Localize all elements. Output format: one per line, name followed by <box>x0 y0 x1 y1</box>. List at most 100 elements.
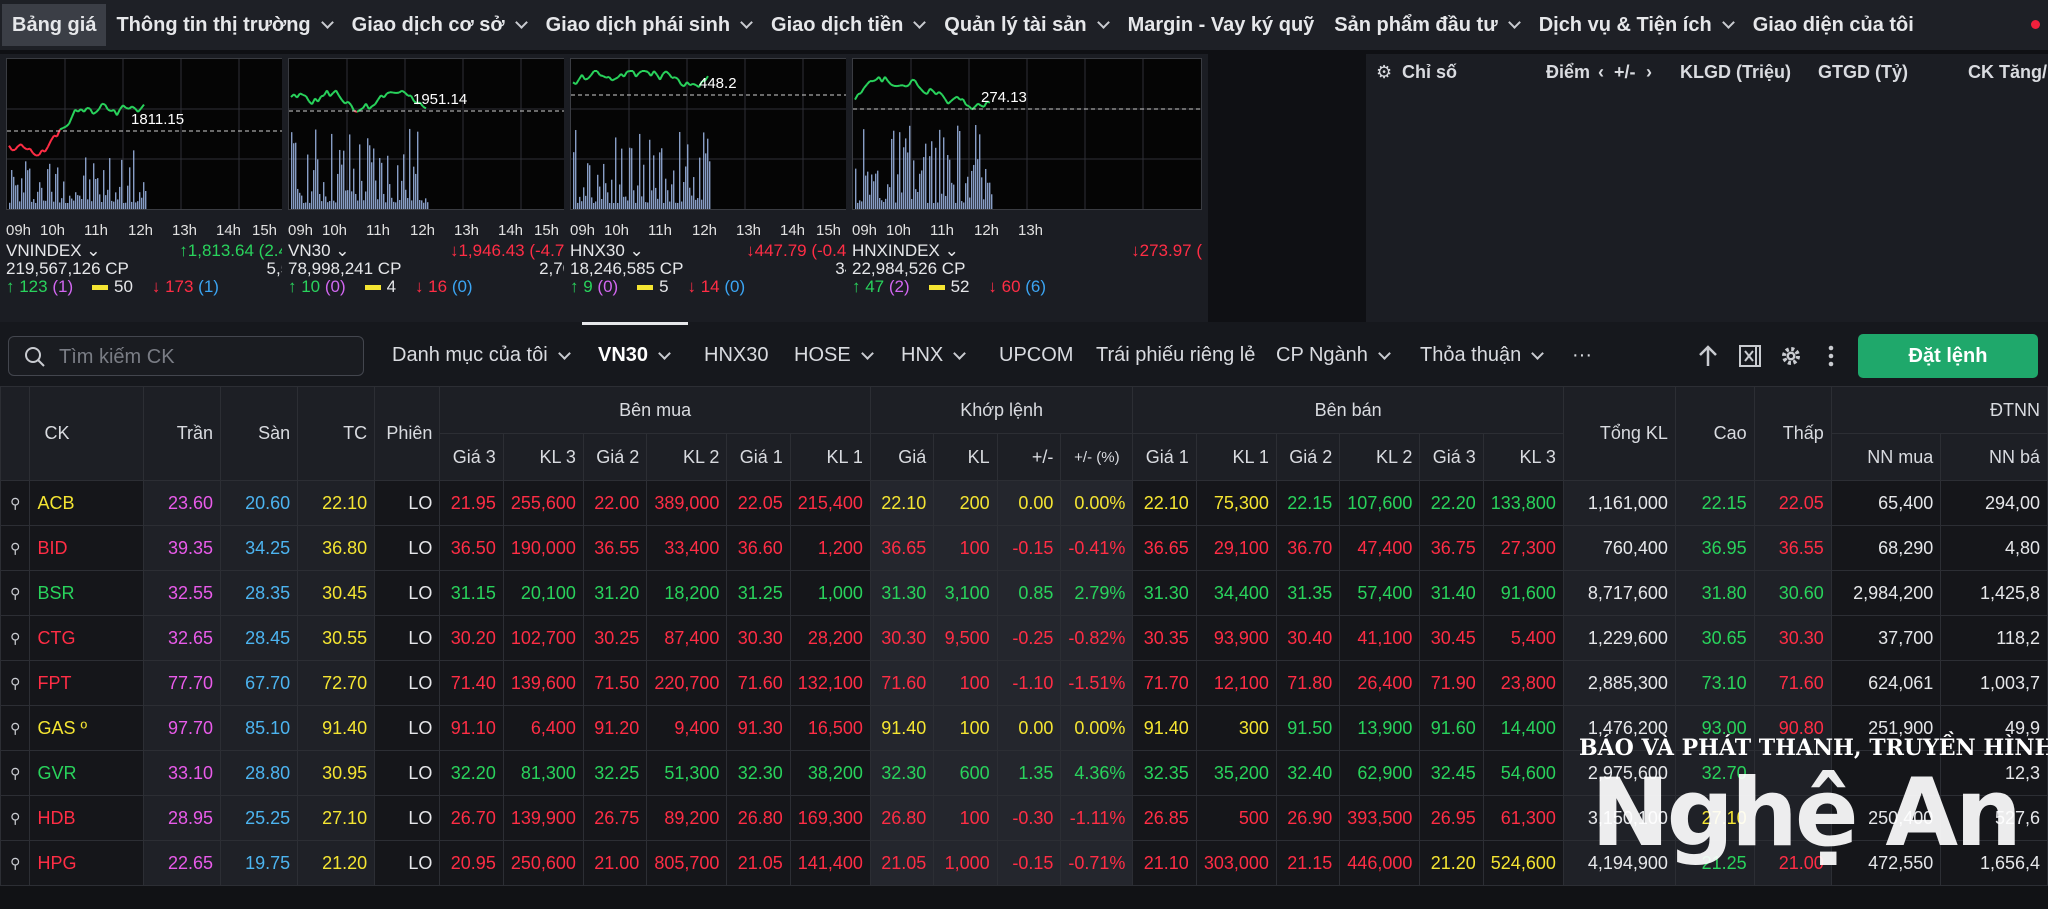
ask-price-3[interactable]: 31.40 <box>1419 570 1484 616</box>
pin-icon[interactable]: ⚲ <box>0 480 31 526</box>
col-tong-kl[interactable]: Tổng KL <box>1562 386 1676 481</box>
tab-thoa-thuan[interactable]: Thỏa thuận <box>1420 344 1545 367</box>
sub-col-header[interactable]: Giá 1 <box>1132 433 1197 481</box>
ask-price-3[interactable]: 26.95 <box>1419 795 1484 841</box>
sub-col-header[interactable]: KL 2 <box>646 433 728 481</box>
bid-price-3[interactable]: 91.10 <box>439 705 504 751</box>
pin-icon[interactable]: ⚲ <box>0 750 31 796</box>
symbol-cell[interactable]: CTG <box>29 615 145 661</box>
sub-col-header[interactable]: Giá 1 <box>726 433 791 481</box>
index-name[interactable]: HNX30 ⌄ <box>570 241 644 260</box>
tab-more[interactable]: ··· <box>1572 344 1592 367</box>
index-name[interactable]: VN30 ⌄ <box>288 241 350 260</box>
tab-hnx30[interactable]: HNX30 <box>704 344 768 367</box>
ask-price-3[interactable]: 22.20 <box>1419 480 1484 526</box>
sub-col-header[interactable]: NN mua <box>1830 433 1942 481</box>
ask-price-2[interactable]: 30.40 <box>1275 615 1341 661</box>
chevron-right-icon[interactable]: › <box>1646 62 1652 82</box>
symbol-cell[interactable]: BID <box>29 525 145 571</box>
nav-item-bang-gia[interactable]: Bảng giá <box>2 4 107 46</box>
ask-price-1[interactable]: 32.35 <box>1132 750 1197 796</box>
col-cao[interactable]: Cao <box>1674 386 1755 481</box>
bid-price-1[interactable]: 91.30 <box>726 705 791 751</box>
gear-icon[interactable] <box>1779 344 1803 368</box>
bid-price-1[interactable]: 30.30 <box>726 615 791 661</box>
pin-icon[interactable]: ⚲ <box>0 570 31 616</box>
ask-price-3[interactable]: 30.45 <box>1419 615 1484 661</box>
col-ck[interactable]: CK <box>29 386 145 481</box>
ask-price-3[interactable]: 21.20 <box>1419 840 1484 886</box>
tab-upcom[interactable]: UPCOM <box>999 344 1073 367</box>
ask-price-2[interactable]: 26.90 <box>1275 795 1341 841</box>
table-row[interactable]: ⚲ GAS º 97.70 85.10 91.40 LO 91.10 6,400 91.20 9,… <box>0 705 2048 751</box>
symbol-cell[interactable]: ACB <box>29 480 145 526</box>
bid-price-3[interactable]: 36.50 <box>439 525 504 571</box>
col-tran[interactable]: Trần <box>143 386 222 481</box>
symbol-cell[interactable]: GAS º <box>29 705 145 751</box>
tab-hose[interactable]: HOSE <box>794 344 874 367</box>
table-row[interactable]: ⚲ BID 39.35 34.25 36.80 LO 36.50 190,000 36.55 33… <box>0 525 2048 571</box>
symbol-cell[interactable]: GVR <box>29 750 145 796</box>
ask-price-1[interactable]: 21.10 <box>1132 840 1197 886</box>
bid-price-3[interactable]: 31.15 <box>439 570 504 616</box>
search-input[interactable]: Tìm kiếm CK <box>8 336 364 376</box>
bid-price-3[interactable]: 30.20 <box>439 615 504 661</box>
ask-price-1[interactable]: 30.35 <box>1132 615 1197 661</box>
nav-item-giao-dien-cua-toi[interactable]: Giao diện của tôi <box>1743 4 1924 46</box>
ask-price-1[interactable]: 26.85 <box>1132 795 1197 841</box>
ask-price-2[interactable]: 22.15 <box>1275 480 1341 526</box>
nav-item-dich-vu-tien-ich[interactable]: Dịch vụ & Tiện ích <box>1529 4 1743 46</box>
sub-col-header[interactable]: Giá 3 <box>439 433 504 481</box>
sub-col-header[interactable]: KL <box>933 433 998 481</box>
nav-item-quan-ly-tai-san[interactable]: Quản lý tài sản <box>934 4 1117 46</box>
sub-col-header[interactable]: KL 3 <box>502 433 584 481</box>
bid-price-1[interactable]: 31.25 <box>726 570 791 616</box>
pin-icon[interactable]: ⚲ <box>0 795 31 841</box>
pin-icon[interactable]: ⚲ <box>0 705 31 751</box>
bid-price-1[interactable]: 26.80 <box>726 795 791 841</box>
bid-price-3[interactable]: 32.20 <box>439 750 504 796</box>
pin-icon[interactable]: ⚲ <box>0 660 31 706</box>
bid-price-2[interactable]: 21.00 <box>582 840 648 886</box>
sub-col-header[interactable]: NN bá <box>1940 433 2048 481</box>
table-row[interactable]: ⚲ HDB 28.95 25.25 27.10 LO 26.70 139,900 26.75 89… <box>0 795 2048 841</box>
symbol-cell[interactable]: FPT <box>29 660 145 706</box>
bid-price-1[interactable]: 71.60 <box>726 660 791 706</box>
ask-price-1[interactable]: 31.30 <box>1132 570 1197 616</box>
pin-icon[interactable]: ⚲ <box>0 525 31 571</box>
col-phien[interactable]: Phiên <box>374 386 441 481</box>
ask-price-1[interactable]: 71.70 <box>1132 660 1197 706</box>
more-vertical-icon[interactable] <box>1826 344 1836 368</box>
table-row[interactable]: ⚲ FPT 77.70 67.70 72.70 LO 71.40 139,600 71.50 22… <box>0 660 2048 706</box>
index-panel-hnxindex[interactable]: 274.13 09h 10h 11h 12h 13h HNXINDEX ⌄ ↓273.97 (… <box>846 54 1208 322</box>
nav-item-san-pham-dau-tu[interactable]: Sản phẩm đầu tư <box>1324 4 1528 46</box>
sub-col-header[interactable]: Giá 3 <box>1419 433 1484 481</box>
col-tc[interactable]: TC <box>297 386 376 481</box>
ask-price-1[interactable]: 22.10 <box>1132 480 1197 526</box>
nav-item-thong-tin-thi-truong[interactable]: Thông tin thị trường <box>106 4 341 46</box>
ask-price-2[interactable]: 32.40 <box>1275 750 1341 796</box>
bid-price-2[interactable]: 30.25 <box>582 615 648 661</box>
table-row[interactable]: ⚲ CTG 32.65 28.45 30.55 LO 30.20 102,700 30.25 87… <box>0 615 2048 661</box>
ask-price-2[interactable]: 31.35 <box>1275 570 1341 616</box>
bid-price-2[interactable]: 32.25 <box>582 750 648 796</box>
chevron-left-icon[interactable]: ‹ <box>1598 62 1604 82</box>
sub-col-header[interactable]: KL 1 <box>789 433 871 481</box>
bid-price-3[interactable]: 71.40 <box>439 660 504 706</box>
sub-col-header[interactable]: Giá 2 <box>582 433 648 481</box>
table-row[interactable]: ⚲ HPG 22.65 19.75 21.20 LO 20.95 250,600 21.00 80… <box>0 840 2048 886</box>
sub-col-header[interactable]: Giá 2 <box>1275 433 1341 481</box>
table-row[interactable]: ⚲ ACB 23.60 20.60 22.10 LO 21.95 255,600 22.00 38… <box>0 480 2048 526</box>
bid-price-3[interactable]: 20.95 <box>439 840 504 886</box>
symbol-cell[interactable]: BSR <box>29 570 145 616</box>
bid-price-2[interactable]: 26.75 <box>582 795 648 841</box>
bid-price-2[interactable]: 91.20 <box>582 705 648 751</box>
col-san[interactable]: Sàn <box>220 386 299 481</box>
pin-icon[interactable]: ⚲ <box>0 840 31 886</box>
ask-price-2[interactable]: 71.80 <box>1275 660 1341 706</box>
sub-col-header[interactable]: +/- (%) <box>1060 433 1134 481</box>
ask-price-3[interactable]: 71.90 <box>1419 660 1484 706</box>
tab-cp-nganh[interactable]: CP Ngành <box>1276 344 1391 367</box>
nav-item-giao-dich-tien[interactable]: Giao dịch tiền <box>761 4 934 46</box>
bid-price-3[interactable]: 26.70 <box>439 795 504 841</box>
